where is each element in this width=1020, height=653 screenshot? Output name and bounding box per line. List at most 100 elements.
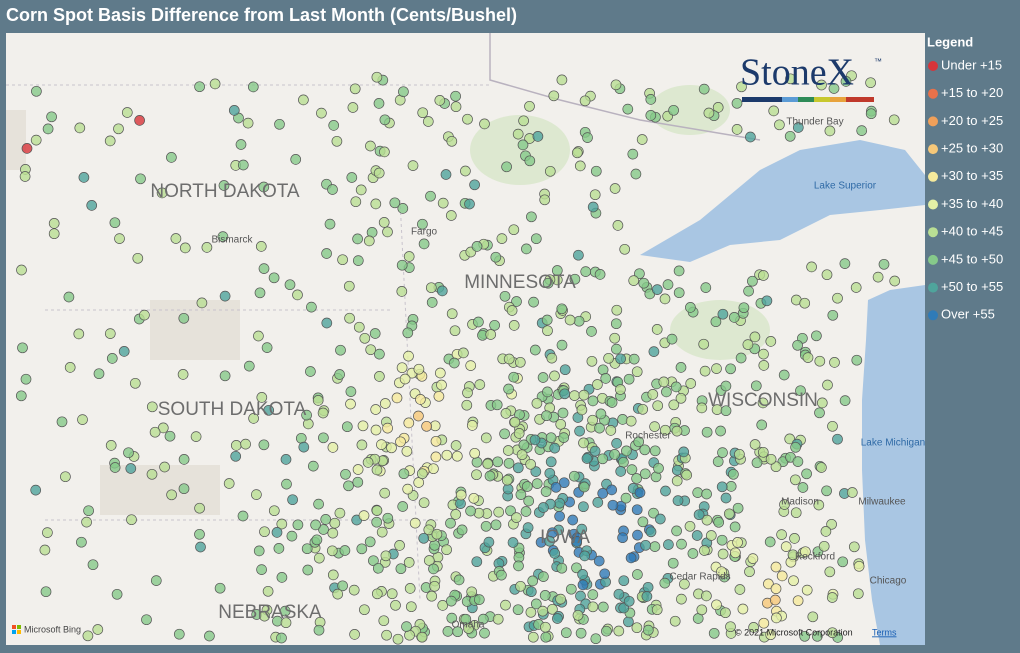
station-dot: [425, 282, 437, 294]
station-dot: [276, 572, 288, 583]
station-dot: [86, 200, 98, 211]
attribution-provider: Microsoft Bing: [24, 624, 81, 634]
station-dot: [732, 502, 744, 514]
state-label: MINNESOTA: [464, 272, 576, 293]
state-label: SOUTH DAKOTA: [158, 399, 307, 420]
station-dot: [399, 373, 411, 385]
station-dot: [525, 458, 536, 470]
terms-link[interactable]: Terms: [872, 627, 897, 637]
station-dot: [684, 520, 696, 532]
station-dot: [552, 613, 563, 624]
station-dot: [550, 481, 562, 493]
station-dot: [853, 560, 865, 572]
station-dot: [768, 105, 780, 117]
station-dot: [17, 342, 28, 354]
station-dot: [466, 420, 478, 431]
station-dot: [397, 501, 409, 512]
station-dot: [237, 159, 249, 171]
station-dot: [512, 462, 524, 474]
legend: Under +15 +15 to +20 +20 to +25 +25 to +30 +…: [928, 57, 1003, 322]
station-dot: [276, 518, 288, 530]
station-dot: [452, 626, 464, 638]
station-dot: [799, 630, 811, 642]
station-dot: [453, 574, 465, 586]
station-dot: [327, 569, 339, 581]
station-dot: [687, 548, 699, 559]
station-dot: [403, 350, 414, 362]
station-dot: [611, 304, 623, 316]
station-dot: [546, 352, 558, 364]
station-dot: [590, 165, 602, 177]
station-dot: [121, 107, 133, 118]
legend-label: Under +15: [941, 57, 1002, 72]
station-dot: [262, 585, 274, 597]
station-dot: [480, 432, 492, 444]
station-dot: [446, 135, 458, 147]
station-dot: [428, 463, 439, 475]
station-dot: [651, 604, 663, 616]
station-dot: [700, 282, 712, 293]
station-dot: [371, 464, 383, 476]
station-dot: [787, 549, 799, 561]
station-dot: [403, 417, 415, 429]
station-dot: [701, 488, 712, 500]
station-dot: [539, 194, 551, 206]
station-dot: [386, 442, 397, 454]
station-dot: [578, 389, 590, 401]
station-dot: [87, 559, 99, 571]
station-dot: [620, 492, 632, 504]
station-dot: [582, 132, 593, 143]
station-dot: [852, 588, 864, 600]
station-dot: [705, 530, 717, 541]
station-dot: [359, 332, 371, 344]
station-dot: [352, 233, 363, 245]
station-dot: [392, 633, 404, 645]
station-dot: [450, 101, 462, 113]
station-dot: [734, 448, 745, 460]
station-dot: [327, 184, 338, 195]
station-dot: [397, 203, 409, 214]
station-dot: [391, 392, 403, 404]
station-dot: [829, 357, 840, 368]
station-dot: [56, 416, 68, 428]
station-dot: [368, 555, 379, 567]
station-dot: [503, 353, 515, 365]
station-dot: [732, 537, 743, 548]
state-label: WISCONSIN: [708, 390, 818, 411]
station-dot: [390, 599, 401, 611]
station-dot: [832, 433, 843, 445]
logo-bar-seg: [782, 97, 798, 102]
station-dot: [499, 428, 510, 440]
station-dot: [865, 108, 877, 120]
station-dot: [334, 369, 345, 380]
station-dot: [425, 190, 436, 202]
station-dot: [542, 386, 553, 398]
station-dot: [821, 485, 832, 497]
station-dot: [698, 338, 710, 350]
station-dot: [559, 388, 571, 400]
legend-label: +50 to +55: [941, 279, 1003, 294]
station-dot: [493, 506, 505, 518]
station-dot: [634, 487, 646, 498]
station-dot: [474, 379, 486, 390]
legend-title: Legend: [927, 34, 973, 49]
station-dot: [508, 224, 520, 236]
station-dot: [801, 584, 813, 596]
station-dot: [74, 122, 86, 134]
station-dot: [530, 233, 542, 245]
station-dot: [736, 81, 747, 93]
station-dot: [429, 580, 440, 592]
station-dot: [742, 339, 754, 350]
station-dot: [521, 243, 532, 255]
station-dot: [440, 169, 452, 180]
station-dot: [295, 432, 307, 444]
station-dot: [369, 328, 381, 339]
station-dot: [631, 622, 643, 634]
station-dot: [645, 110, 657, 121]
station-dot: [725, 621, 736, 633]
station-dot: [816, 462, 827, 473]
station-dot: [373, 167, 385, 179]
station-dot: [560, 627, 572, 639]
station-dot: [685, 302, 696, 313]
station-dot: [42, 527, 53, 538]
